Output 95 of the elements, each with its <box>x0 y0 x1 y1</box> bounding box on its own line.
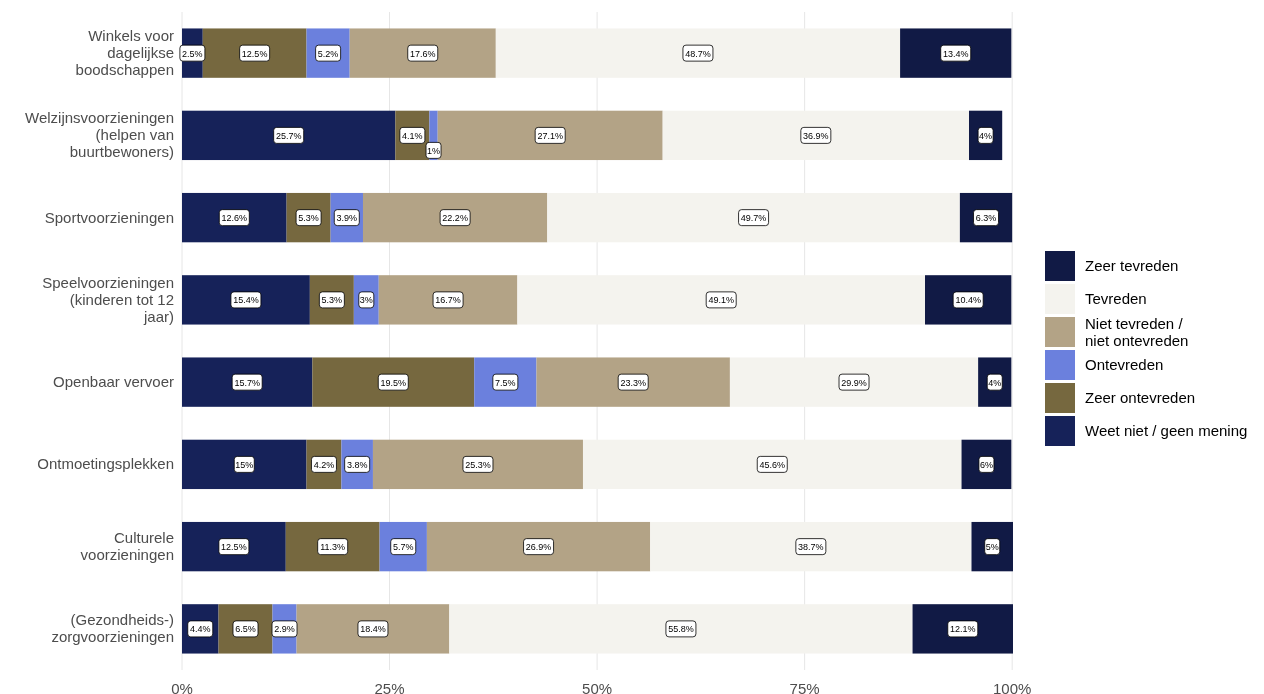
data-label: 26.9% <box>525 542 552 553</box>
data-label: 13.4% <box>942 48 969 59</box>
data-label: 3.9% <box>336 213 358 224</box>
bar <box>582 439 962 490</box>
bar <box>296 604 450 654</box>
data-label: 3.8% <box>346 459 368 470</box>
bar <box>349 28 496 78</box>
bar <box>547 192 960 243</box>
legend-label: Tevreden <box>1085 290 1147 307</box>
data-label: 29.9% <box>841 377 867 388</box>
data-label: 4.4% <box>190 624 211 635</box>
legend-label: Ontevreden <box>1085 356 1164 373</box>
data-label: 4% <box>988 377 1002 388</box>
bar <box>182 192 287 243</box>
data-label: 1% <box>427 145 441 156</box>
data-label: 25.3% <box>465 459 491 470</box>
data-label: 2.9% <box>274 624 295 635</box>
bar <box>378 275 518 325</box>
data-label: 22.2% <box>442 213 468 224</box>
y-tick-label: Welzijnsvoorzieningen (helpen van buurtbewoners) <box>25 109 174 161</box>
y-tick-label: Openbaar vervoer <box>53 373 174 391</box>
x-tick-label: 100% <box>992 680 1032 694</box>
data-label: 12.6% <box>221 213 248 224</box>
data-label: 25.7% <box>275 130 302 141</box>
bar <box>900 28 1012 78</box>
y-tick-label: Speelvoorzieningen (kinderen tot 12 jaar) <box>42 273 174 325</box>
data-label: 4.2% <box>313 459 335 470</box>
bar <box>925 275 1012 325</box>
bar <box>182 275 310 325</box>
data-label: 6.5% <box>235 624 256 635</box>
x-tick-label: 0% <box>171 680 193 694</box>
data-label: 27.1% <box>537 130 563 141</box>
bar <box>362 192 548 243</box>
data-label: 49.7% <box>740 213 767 224</box>
bar <box>449 604 913 654</box>
x-tick-label: 25% <box>374 680 405 694</box>
legend-label: Niet tevreden / niet ontevreden <box>1085 314 1189 349</box>
bar <box>182 357 313 407</box>
bar <box>536 357 730 407</box>
data-label: 15% <box>235 459 254 470</box>
bar <box>650 521 972 572</box>
bar <box>182 439 307 490</box>
data-label: 48.7% <box>685 48 711 59</box>
data-label: 15.7% <box>234 377 260 388</box>
bar <box>662 110 969 161</box>
bar <box>517 275 925 325</box>
data-label: 18.4% <box>360 624 386 635</box>
data-label: 6% <box>979 459 993 470</box>
data-label: 23.3% <box>620 377 646 388</box>
data-label: 10.4% <box>955 295 981 306</box>
legend-label: Zeer tevreden <box>1085 257 1179 274</box>
data-label: 7.5% <box>495 377 516 388</box>
bar <box>971 521 1013 572</box>
data-label: 12.5% <box>241 48 268 59</box>
bar <box>729 357 979 407</box>
data-label: 17.6% <box>409 48 436 59</box>
data-label: 36.9% <box>803 130 829 141</box>
data-label: 12.1% <box>950 624 976 635</box>
data-label: 12.5% <box>221 542 247 553</box>
legend-label: Zeer ontevreden <box>1085 389 1196 406</box>
data-label: 19.5% <box>380 377 407 388</box>
data-label: 38.7% <box>798 542 824 553</box>
y-tick-label: Culturele voorzieningen <box>80 529 174 564</box>
x-tick-label: 75% <box>789 680 820 694</box>
data-label: 45.6% <box>759 459 786 470</box>
data-label: 16.7% <box>435 295 461 306</box>
data-label: 3% <box>359 295 373 306</box>
y-tick-label: Winkels voor dagelijkse boodschappen <box>75 27 174 79</box>
bar <box>202 28 307 78</box>
bar <box>182 521 286 572</box>
data-label: 5.3% <box>321 295 343 306</box>
data-label: 5.3% <box>298 213 319 224</box>
y-tick-label: (Gezondheids-)zorgvoorzieningen <box>51 611 174 646</box>
data-label: 5.7% <box>392 542 414 553</box>
data-label: 49.1% <box>708 295 734 306</box>
bar <box>912 604 1013 654</box>
bar <box>312 357 475 407</box>
data-label: 15.4% <box>233 295 259 306</box>
data-label: 5.2% <box>317 48 339 59</box>
data-label: 2.5% <box>182 48 203 59</box>
data-label: 55.8% <box>668 624 694 635</box>
bar <box>426 521 651 572</box>
data-label: 11.3% <box>320 542 346 553</box>
bar <box>495 28 901 78</box>
legend-label: Weet niet / geen mening <box>1085 422 1248 439</box>
bar <box>372 439 583 490</box>
y-tick-label: Ontmoetingsplekken <box>37 455 174 473</box>
bar <box>182 110 396 161</box>
data-label: 4.1% <box>402 130 423 141</box>
data-label: 5% <box>985 542 999 553</box>
y-tick-label: Sportvoorzieningen <box>44 208 174 226</box>
x-tick-label: 50% <box>582 680 613 694</box>
data-label: 4% <box>979 130 993 141</box>
bar <box>961 439 1012 490</box>
data-label: 6.3% <box>975 213 997 224</box>
